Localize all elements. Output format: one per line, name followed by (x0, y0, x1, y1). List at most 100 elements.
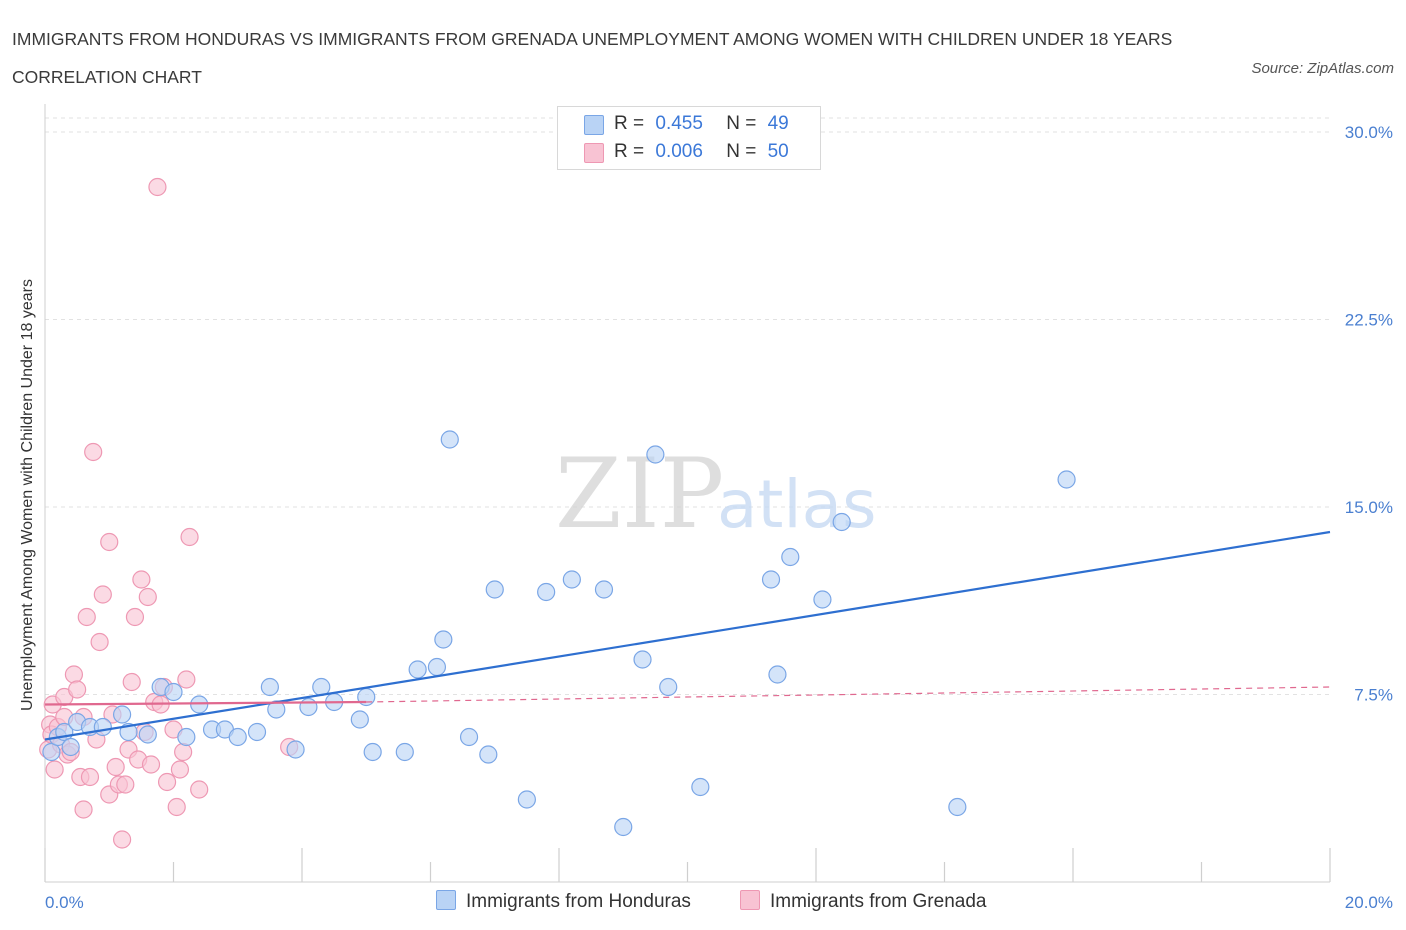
grenada-point (77, 607, 96, 627)
honduras-point (427, 657, 447, 677)
grenada-trend-dashed (366, 686, 1331, 703)
grenada-point (125, 607, 145, 627)
grenada-point (190, 780, 209, 799)
chart-source: Source: ZipAtlas.com (1251, 60, 1394, 77)
honduras-point (948, 797, 967, 817)
honduras-point (781, 547, 800, 567)
grenada-point (112, 830, 132, 849)
legend-text-grenada: R = 0.006 N = 50 (614, 139, 789, 165)
honduras-point (93, 717, 112, 737)
honduras-point (190, 695, 209, 714)
legend-n-value: 50 (767, 141, 789, 162)
honduras-point (440, 430, 459, 449)
honduras-point (434, 630, 453, 649)
trend-lines (44, 530, 1331, 741)
bottom-legend-grenada-label: Immigrants from Grenada (770, 891, 987, 912)
honduras-point (646, 445, 665, 464)
grenada-point (138, 587, 157, 607)
bottom-legend-honduras-label: Immigrants from Honduras (466, 891, 691, 912)
grenada-point (141, 755, 161, 774)
honduras-point (659, 677, 678, 697)
honduras-point (633, 650, 652, 669)
honduras-point (138, 725, 157, 744)
chart-title: IMMIGRANTS FROM HONDURAS VS IMMIGRANTS F… (12, 29, 1173, 87)
grenada-point (116, 775, 135, 794)
legend-text-honduras: R = 0.455 N = 49 (614, 111, 789, 137)
honduras-point (537, 582, 556, 602)
legend-n-label: N = (726, 141, 757, 162)
x-tick-label: 0.0% (45, 893, 84, 912)
grenada-point (180, 527, 199, 547)
legend-swatch-grenada (584, 143, 604, 163)
honduras-point (177, 727, 196, 747)
grenada-point (90, 632, 109, 652)
grenada-point (84, 442, 103, 462)
honduras-point (112, 705, 132, 724)
grenada-point (106, 757, 125, 777)
grenada-point (80, 767, 100, 787)
grenada-point (132, 570, 151, 589)
honduras-point (299, 697, 318, 717)
grenada-point (170, 760, 190, 779)
honduras-point (485, 580, 504, 599)
watermark-atlas: atlas (717, 466, 877, 543)
y-tick-label: 30.0% (1345, 123, 1393, 142)
honduras-point (594, 580, 614, 599)
legend-swatch-honduras (584, 115, 604, 135)
stats-legend: R = 0.455 N = 49 R = 0.006 N = 50 (557, 106, 821, 170)
legend-r-label: R = (614, 113, 645, 134)
honduras-point (459, 727, 479, 747)
bottom-legend-grenada: Immigrants from Grenada (740, 888, 986, 916)
grenada-point (148, 177, 167, 197)
honduras-trend-line (44, 530, 1331, 741)
honduras-point (614, 817, 633, 837)
grenada-point (174, 742, 193, 762)
grid-lines (45, 117, 1330, 695)
grenada-point (45, 760, 64, 779)
honduras-point (350, 710, 369, 729)
grenada-point (74, 800, 93, 819)
grenada-point (93, 585, 112, 604)
grenada-point (68, 680, 87, 699)
honduras-point (768, 665, 787, 684)
y-tick-label: 22.5% (1345, 311, 1393, 330)
honduras-point (286, 740, 305, 759)
honduras-point (408, 660, 427, 679)
honduras-point (562, 570, 581, 589)
legend-r-value: 0.455 (655, 113, 703, 134)
honduras-point (260, 677, 279, 697)
legend-n-value: 49 (767, 113, 789, 134)
y-tick-label: 15.0% (1345, 498, 1393, 517)
grenada-point (100, 532, 119, 552)
grenada-point (122, 672, 141, 692)
honduras-point (267, 700, 286, 719)
honduras-point (691, 777, 710, 797)
legend-n-label: N = (726, 113, 757, 134)
honduras-point (164, 682, 183, 702)
bottom-swatch-grenada (740, 890, 760, 910)
grenada-points (39, 177, 299, 849)
grenada-point (167, 797, 186, 817)
legend-r-value: 0.006 (655, 141, 703, 162)
honduras-point (1057, 470, 1076, 489)
grenada-point (64, 665, 84, 684)
y-tick-label: 7.5% (1354, 686, 1393, 705)
honduras-point (395, 742, 414, 762)
honduras-point (247, 722, 267, 742)
grenada-point (177, 670, 196, 689)
x-tick-label: 20.0% (1345, 893, 1393, 912)
grenada-point (157, 772, 177, 792)
grenada-trend-line (44, 700, 367, 706)
bottom-swatch-honduras (436, 890, 456, 910)
honduras-point (42, 742, 61, 762)
honduras-point (813, 590, 832, 609)
honduras-point (228, 727, 247, 747)
honduras-point (61, 737, 80, 757)
legend-r-label: R = (614, 141, 645, 162)
bottom-legend-honduras: Immigrants from Honduras (436, 888, 691, 916)
watermark-zip: ZIP (555, 438, 724, 550)
honduras-point (363, 742, 382, 762)
tick-labels: 7.5% 15.0% 22.5% 30.0% 0.0% 20.0% (45, 123, 1393, 912)
honduras-point (761, 570, 781, 589)
